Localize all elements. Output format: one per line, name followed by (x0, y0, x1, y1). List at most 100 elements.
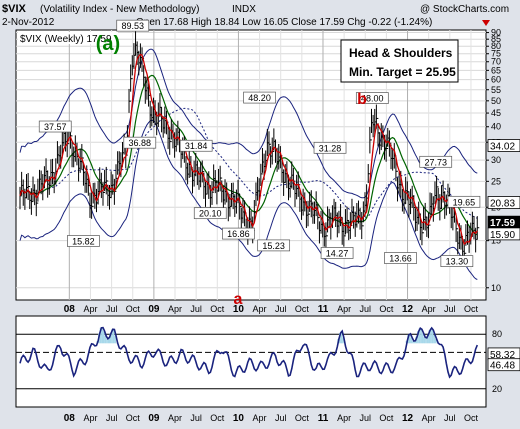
price-label-box (355, 92, 389, 104)
down-arrow-icon (482, 20, 490, 26)
y-tick-label: 65 (491, 65, 501, 75)
rsi-overbought-fill (413, 340, 416, 344)
rsi-overbought-fill (342, 337, 344, 344)
wave-label: a (234, 291, 243, 308)
right-value-box (487, 227, 520, 241)
x-tick-label: 09 (148, 304, 160, 315)
price-label: 37.57 (44, 122, 67, 132)
rsi-overbought-fill (102, 331, 105, 344)
price-label-box (38, 120, 72, 133)
legend-box (18, 32, 118, 44)
price-label: 15.82 (72, 236, 95, 246)
price-label: 14.27 (326, 248, 349, 258)
x-tick-label: Oct (464, 413, 479, 423)
rsi-y-tick-label: 20 (492, 384, 502, 394)
price-label-box (384, 252, 417, 264)
price-label: 16.86 (227, 229, 250, 239)
rsi-overbought-fill (431, 330, 434, 344)
rsi-overbought-fill (111, 329, 113, 344)
x-tick-label: Oct (379, 304, 394, 314)
x-tick-label: Oct (464, 304, 479, 314)
price-label: 31.84 (185, 141, 208, 151)
right-value-box (487, 139, 520, 152)
x-tick-label: Jul (106, 304, 118, 314)
x-tick-label: Apr (337, 413, 351, 423)
x-tick-label: Jul (275, 413, 287, 423)
rsi-overbought-fill (433, 334, 435, 344)
x-tick-label: Jul (444, 413, 456, 423)
bollinger-lower-line (19, 119, 478, 280)
symbol: $VIX (2, 3, 27, 15)
price-label: 36.88 (129, 138, 152, 148)
rsi-value-label: 46.48 (490, 361, 515, 372)
rsi-overbought-fill (112, 329, 115, 344)
bollinger-upper (19, 48, 478, 199)
rsi-path (19, 326, 479, 379)
price-x-axis: 08 Apr Jul Oct 09 Apr Jul Oct 10 Apr Jul Oct 11 Apr Ju… (64, 304, 479, 315)
rsi-overbought-fill (101, 327, 103, 344)
annotation-line-2: Min. Target = 25.95 (349, 65, 456, 79)
x-tick-label: 08 (64, 304, 76, 315)
wave-label: (a) (96, 33, 120, 55)
rsi-value-box (487, 358, 520, 372)
rsi-panel (15, 315, 487, 408)
x-tick-label: 11 (318, 413, 329, 424)
y-tick-label: 70 (491, 57, 501, 67)
rsi-y-tick-label: 80 (492, 329, 502, 339)
exchange: INDX (232, 4, 256, 15)
price-labels: 37.57 15.82 89.53 36.88 31.84 20.10 16.86 48.20… (38, 19, 481, 267)
rsi-overbought-fill (430, 328, 432, 344)
x-tick-label: Apr (168, 413, 182, 423)
x-tick-label: Oct (126, 413, 141, 423)
x-tick-label: Apr (422, 413, 436, 423)
price-label-box (419, 155, 453, 168)
rsi-overbought-fill (428, 330, 431, 344)
x-tick-label: Jul (444, 304, 456, 314)
price-label-box (193, 207, 227, 220)
y-tick-label: 10 (491, 283, 501, 293)
wave-label: b (357, 91, 367, 108)
date-label: 2-Nov-2012 (2, 17, 55, 28)
rsi-overbought-fill (423, 337, 426, 344)
x-tick-label: Jul (106, 413, 118, 423)
x-tick-label: Oct (210, 413, 225, 423)
y-tick-label: 90 (491, 28, 501, 38)
x-tick-label: Oct (295, 304, 310, 314)
y-tick-label: 55 (491, 85, 501, 95)
annotation-box (340, 39, 459, 83)
legend-title: $VIX (Weekly) 17.59 (20, 34, 112, 45)
price-label-box (243, 91, 276, 104)
price-label-box (257, 239, 291, 252)
price-label-box (320, 247, 354, 259)
price-label: 19.65 (453, 197, 476, 207)
price-label-box (222, 227, 255, 240)
price-label-box (123, 136, 157, 149)
x-tick-label: Apr (83, 304, 97, 314)
x-tick-label: 10 (233, 304, 245, 315)
y-tick-label: 30 (491, 155, 501, 165)
y-tick-label: 15 (491, 236, 501, 246)
rsi-line (19, 326, 479, 379)
y-tick-label: 80 (491, 41, 501, 51)
price-label: 48.20 (248, 93, 271, 103)
x-tick-label: 09 (148, 413, 160, 424)
right-value-label: 34.02 (490, 142, 515, 153)
x-tick-label: Jul (190, 304, 202, 314)
y-tick-label: 45 (491, 108, 501, 118)
rsi-x-axis: 08 Apr Jul Oct 09 Apr Jul Oct 10 Apr Jul Oct 11 Apr Ju… (64, 413, 479, 424)
rsi-overbought-fill (418, 328, 421, 344)
annotation-line-1: Head & Shoulders (349, 46, 453, 60)
rsi-overbought-fill (410, 337, 413, 344)
rsi-overbought-fill (106, 338, 108, 344)
rsi-overbought-fill (99, 327, 102, 344)
x-tick-label: Apr (253, 304, 267, 314)
price-label: 31.28 (319, 143, 342, 153)
rsi-reference-lines (16, 333, 486, 390)
y-tick-label: 50 (491, 96, 501, 106)
price-label: 13.66 (389, 254, 412, 264)
price-label-box (67, 235, 100, 247)
right-value-label: 15.90 (490, 230, 515, 241)
